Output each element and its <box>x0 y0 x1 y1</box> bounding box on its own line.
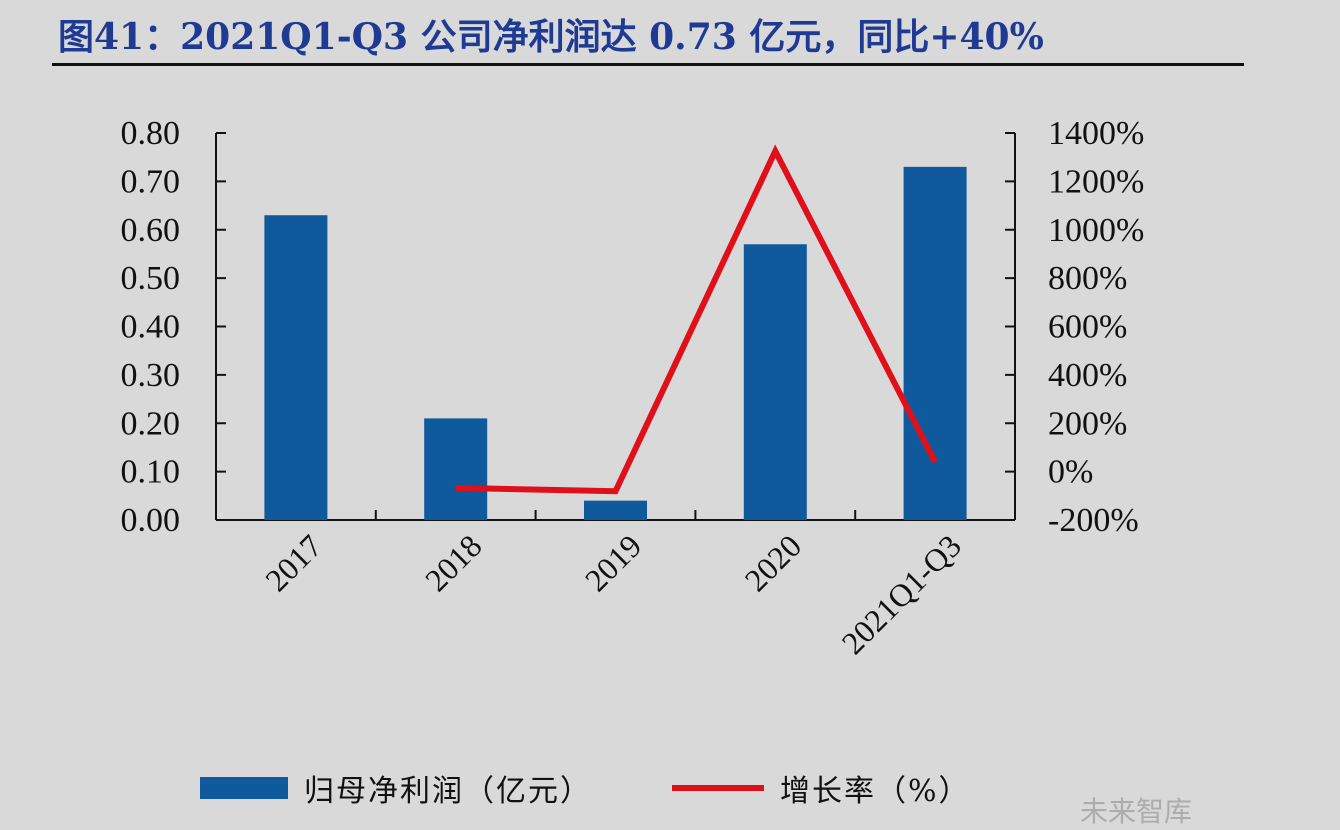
bar <box>743 244 807 520</box>
watermark-text: 未来智库 <box>1080 795 1193 828</box>
y-right-tick-label: 200% <box>1048 405 1127 442</box>
y-right-tick-label: 1200% <box>1048 163 1144 200</box>
bar <box>264 215 328 521</box>
y-right-tick-label: 800% <box>1048 260 1127 297</box>
legend-swatch-line <box>672 785 764 791</box>
legend-label-bar: 归母净利润（亿元） <box>304 774 592 809</box>
chart-legend: 归母净利润（亿元） 增长率（%） <box>200 760 1051 816</box>
x-category-label: 2019 <box>578 527 649 598</box>
x-category-label: 2017 <box>258 527 329 598</box>
growth-rate-line <box>455 144 938 495</box>
chart-title: 图41：2021Q1-Q3 公司净利润达 0.73 亿元，同比+40% <box>58 16 1044 58</box>
y-left-tick-label: 0.20 <box>121 405 181 442</box>
bar <box>424 418 488 520</box>
y-right-tick-label: -200% <box>1048 502 1139 539</box>
y-left-tick-label: 0.40 <box>121 309 181 346</box>
title-underline <box>52 63 1244 66</box>
y-left-tick-label: 0.00 <box>121 502 181 539</box>
x-category-label: 2021Q1-Q3 <box>834 527 968 661</box>
y-right-tick-label: 600% <box>1048 309 1127 346</box>
chart-plot: 0.00 0.10 0.20 0.30 0.40 0.50 0.60 0.70 0.80 -200… <box>121 115 1145 661</box>
y-left-tick-label: 0.10 <box>121 454 181 491</box>
y-right-tick-label: 400% <box>1048 357 1127 394</box>
y-left-tick-label: 0.60 <box>121 212 181 249</box>
legend-swatch-bar <box>200 777 288 799</box>
bar <box>903 166 967 521</box>
y-left-tick-label: 0.30 <box>121 357 181 394</box>
legend-label-line: 增长率（%） <box>780 774 971 809</box>
y-right-tick-label: 0% <box>1048 454 1093 491</box>
y-left-tick-label: 0.50 <box>121 260 181 297</box>
y-left-tick-label: 0.80 <box>121 115 181 152</box>
y-right-tick-label: 1000% <box>1048 212 1144 249</box>
legend-item-line: 增长率（%） <box>672 766 971 810</box>
x-category-label: 2020 <box>738 527 809 598</box>
y-right-tick-label: 1400% <box>1048 115 1144 152</box>
legend-item-bar: 归母净利润（亿元） <box>200 766 592 810</box>
y-left-tick-label: 0.70 <box>121 163 181 200</box>
x-category-label: 2018 <box>418 527 489 598</box>
bar <box>584 500 647 520</box>
